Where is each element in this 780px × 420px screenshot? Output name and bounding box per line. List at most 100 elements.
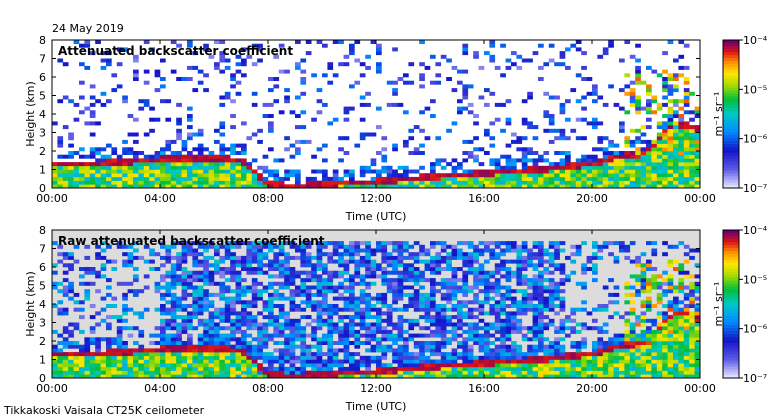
heatmap-cell bbox=[57, 370, 64, 375]
heatmap-cell bbox=[484, 326, 490, 331]
heatmap-cell bbox=[133, 341, 139, 345]
heatmap-cell bbox=[629, 169, 636, 174]
heatmap-cell bbox=[430, 176, 436, 181]
heatmap-cell bbox=[349, 370, 355, 375]
heatmap-cell bbox=[143, 352, 150, 357]
heatmap-cell bbox=[629, 151, 636, 155]
heatmap-cell bbox=[543, 296, 550, 301]
heatmap-cell bbox=[370, 40, 377, 44]
heatmap-cell bbox=[143, 158, 150, 163]
heatmap-cell bbox=[683, 326, 690, 331]
heatmap-cell bbox=[597, 136, 604, 141]
heatmap-cell bbox=[73, 359, 80, 364]
heatmap-cell bbox=[694, 139, 701, 144]
heatmap-cell bbox=[462, 158, 469, 163]
heatmap-cell bbox=[52, 281, 58, 286]
heatmap-cell bbox=[251, 344, 258, 349]
heatmap-cell bbox=[170, 311, 177, 316]
heatmap-cell bbox=[262, 270, 269, 275]
heatmap-cell bbox=[397, 307, 404, 312]
heatmap-cell bbox=[111, 337, 118, 342]
heatmap-cell bbox=[597, 329, 604, 334]
heatmap-cell bbox=[52, 263, 58, 268]
heatmap-cell bbox=[214, 259, 220, 264]
heatmap-cell bbox=[219, 176, 226, 181]
heatmap-cell bbox=[430, 322, 436, 327]
heatmap-cell bbox=[106, 99, 112, 104]
heatmap-cell bbox=[543, 370, 550, 375]
heatmap-cell bbox=[181, 352, 188, 357]
heatmap-cell bbox=[365, 248, 371, 253]
heatmap-cell bbox=[689, 147, 695, 152]
heatmap-cell bbox=[446, 352, 452, 357]
heatmap-cell bbox=[187, 363, 193, 368]
heatmap-cell bbox=[224, 315, 231, 320]
heatmap-cell bbox=[246, 374, 253, 379]
heatmap-cell bbox=[262, 315, 269, 320]
heatmap-cell bbox=[446, 355, 452, 360]
heatmap-cell bbox=[381, 281, 388, 286]
heatmap-cell bbox=[592, 147, 598, 152]
heatmap-cell bbox=[397, 244, 404, 249]
heatmap-cell bbox=[52, 370, 58, 375]
heatmap-cell bbox=[322, 359, 328, 364]
heatmap-cell bbox=[230, 278, 236, 283]
heatmap-cell bbox=[89, 51, 96, 56]
heatmap-cell bbox=[305, 270, 312, 275]
heatmap-cell bbox=[343, 136, 350, 141]
heatmap-cell bbox=[230, 274, 236, 279]
heatmap-cell bbox=[527, 158, 533, 163]
heatmap-cell bbox=[316, 252, 323, 257]
heatmap-cell bbox=[521, 147, 528, 152]
heatmap-cell bbox=[203, 154, 209, 159]
heatmap-cell bbox=[197, 169, 204, 174]
heatmap-cell bbox=[494, 307, 501, 312]
heatmap-cell bbox=[602, 180, 609, 185]
heatmap-cell bbox=[397, 344, 404, 349]
heatmap-cell bbox=[538, 296, 544, 301]
colorbar-segment bbox=[723, 232, 739, 237]
heatmap-cell bbox=[68, 374, 74, 379]
heatmap-cell bbox=[268, 300, 274, 305]
heatmap-cell bbox=[89, 352, 96, 357]
heatmap-cell bbox=[241, 176, 247, 181]
heatmap-cell bbox=[338, 285, 344, 290]
heatmap-cell bbox=[494, 289, 501, 294]
heatmap-cell bbox=[651, 248, 658, 253]
heatmap-cell bbox=[662, 355, 668, 360]
heatmap-cell bbox=[640, 322, 647, 327]
heatmap-cell bbox=[273, 296, 280, 301]
heatmap-cell bbox=[52, 270, 58, 275]
heatmap-cell bbox=[176, 158, 182, 163]
heatmap-cell bbox=[678, 65, 685, 70]
heatmap-cell bbox=[322, 289, 328, 294]
heatmap-cell bbox=[241, 355, 247, 360]
heatmap-cell bbox=[689, 363, 695, 368]
heatmap-cell bbox=[165, 337, 172, 342]
heatmap-cell bbox=[386, 363, 393, 368]
colorbar-segment bbox=[723, 93, 739, 97]
heatmap-cell bbox=[662, 348, 668, 353]
heatmap-cell bbox=[257, 241, 263, 246]
heatmap-cell bbox=[149, 352, 155, 357]
heatmap-cell bbox=[689, 165, 695, 170]
heatmap-cell bbox=[543, 363, 550, 368]
heatmap-cell bbox=[278, 180, 285, 185]
heatmap-cell bbox=[338, 348, 344, 353]
heatmap-cell bbox=[554, 263, 560, 268]
heatmap-cell bbox=[278, 274, 285, 279]
heatmap-cell bbox=[160, 355, 166, 360]
heatmap-cell bbox=[629, 274, 636, 279]
heatmap-cell bbox=[197, 341, 204, 345]
heatmap-cell bbox=[413, 259, 420, 264]
heatmap-cell bbox=[451, 329, 458, 334]
heatmap-cell bbox=[494, 102, 501, 107]
heatmap-cell bbox=[505, 180, 512, 185]
heatmap-cell bbox=[440, 244, 447, 249]
heatmap-cell bbox=[467, 176, 474, 181]
heatmap-cell bbox=[473, 184, 479, 189]
heatmap-cell bbox=[214, 248, 220, 253]
heatmap-cell bbox=[575, 370, 582, 375]
heatmap-cell bbox=[338, 147, 344, 152]
heatmap-cell bbox=[500, 176, 506, 181]
